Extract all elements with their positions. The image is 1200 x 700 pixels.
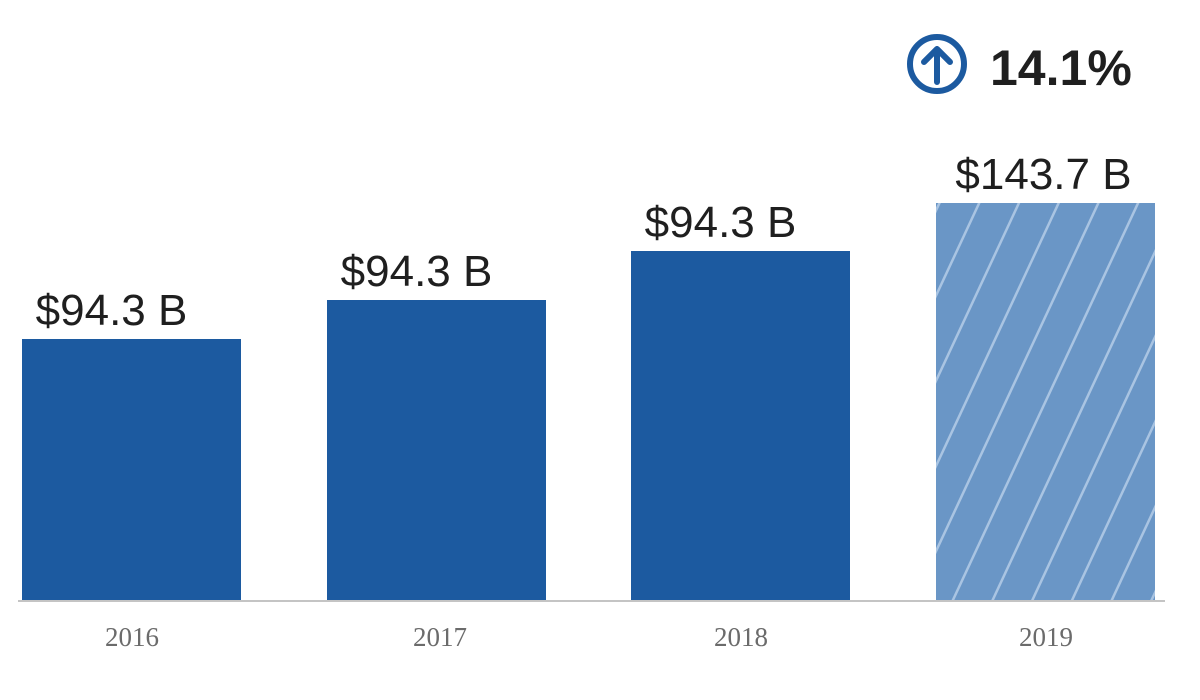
- growth-badge: 14.1%: [907, 34, 1132, 96]
- data-labels-group: $94.3 B $94.3 B $94.3 B $143.7 B: [36, 150, 1132, 335]
- bar-hatch-2019: [936, 203, 1155, 601]
- bar-2017: [327, 300, 546, 601]
- bar-2018: [631, 251, 850, 601]
- x-tick-2016: 2016: [105, 622, 159, 652]
- growth-percentage: 14.1%: [990, 40, 1132, 96]
- x-tick-2017: 2017: [413, 622, 467, 652]
- x-tick-labels-group: 2016 2017 2018 2019: [105, 622, 1073, 652]
- data-label-2016: $94.3 B: [36, 286, 188, 335]
- bars-group: [22, 203, 1155, 601]
- x-tick-2018: 2018: [714, 622, 768, 652]
- bar-2016: [22, 339, 241, 601]
- data-label-2017: $94.3 B: [341, 247, 493, 296]
- x-tick-2019: 2019: [1019, 622, 1073, 652]
- data-label-2019: $143.7 B: [955, 150, 1131, 199]
- arrow-up-circle-icon: [907, 34, 967, 94]
- data-label-2018: $94.3 B: [645, 198, 797, 247]
